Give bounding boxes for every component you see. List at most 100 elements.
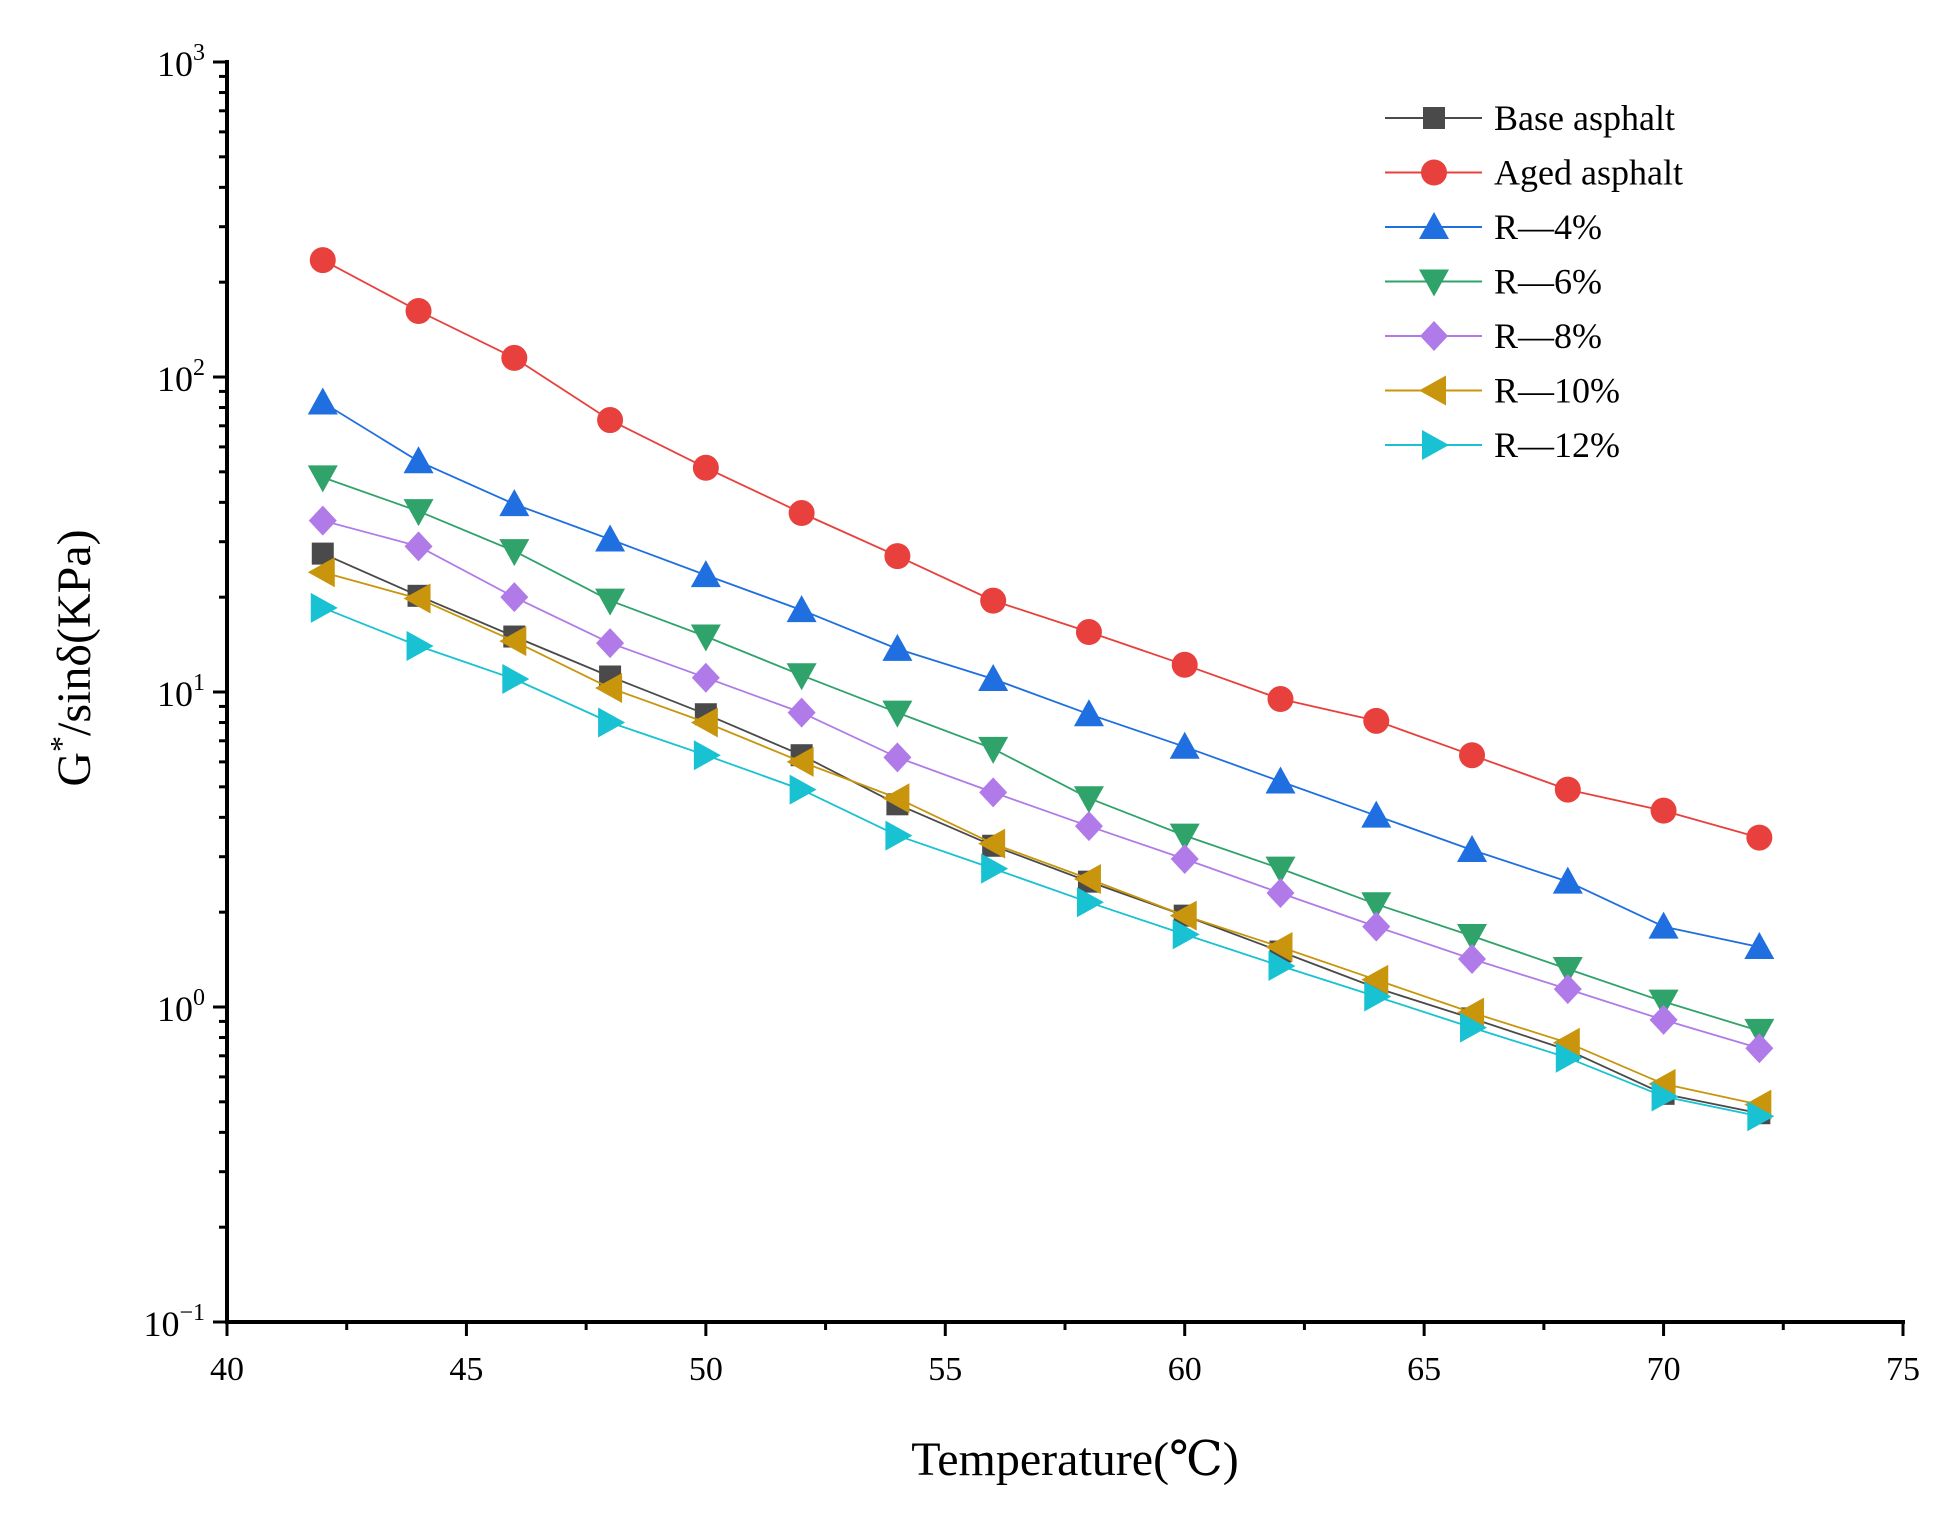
y-tick-label-exponent: 3 (193, 40, 205, 66)
series-5 (308, 505, 1774, 1064)
data-point (693, 740, 721, 771)
data-point (1648, 989, 1679, 1017)
data-point (311, 542, 334, 565)
y-axis-title-base: G (48, 752, 101, 787)
series-line (322, 401, 1760, 948)
legend-item: R—4% (1385, 207, 1602, 247)
data-point (885, 820, 913, 851)
x-tick-label: 50 (689, 1351, 723, 1388)
data-point (1361, 964, 1389, 995)
series-6 (307, 557, 1772, 1120)
data-point (404, 531, 433, 562)
data-point (1265, 766, 1296, 794)
data-point (978, 828, 1006, 859)
legend-marker (1422, 430, 1449, 460)
data-point (502, 663, 530, 694)
data-point (690, 707, 718, 738)
data-point (978, 736, 1009, 764)
data-point (1747, 1101, 1775, 1132)
data-point (307, 465, 338, 493)
data-point (499, 539, 530, 567)
data-point (1171, 651, 1198, 678)
data-point (1074, 811, 1103, 842)
data-point (595, 588, 626, 616)
data-point (789, 774, 817, 805)
data-point (1649, 1004, 1678, 1035)
y-tick-label: 103 (157, 40, 205, 84)
legend-marker (1419, 269, 1449, 297)
data-point (403, 499, 434, 527)
data-point (884, 543, 911, 570)
y-tick-label-base: 10 (157, 44, 193, 84)
series-line (322, 259, 1760, 839)
data-point (1169, 823, 1200, 851)
data-point (309, 247, 336, 274)
data-point (882, 633, 913, 661)
data-point (1651, 1081, 1679, 1112)
legend-label: R—6% (1494, 262, 1602, 302)
legend-label: Base asphalt (1494, 98, 1675, 138)
data-point (1364, 981, 1392, 1012)
data-point (1648, 911, 1679, 939)
data-point (1650, 797, 1677, 824)
data-point (1744, 1018, 1775, 1046)
legend-item: Aged asphalt (1385, 153, 1683, 193)
legend-item: Base asphalt (1385, 98, 1675, 138)
legend-label: R—12% (1494, 425, 1620, 465)
x-tick-label: 75 (1886, 1351, 1920, 1388)
data-point (1073, 786, 1104, 814)
series-7 (310, 592, 1775, 1132)
data-point (883, 742, 912, 773)
data-point (981, 853, 1009, 884)
data-point (786, 663, 817, 691)
data-point (786, 595, 817, 623)
series-line (322, 571, 1760, 1106)
legend-marker (1421, 159, 1447, 186)
data-point (500, 582, 529, 613)
legend-label: R—4% (1494, 207, 1602, 247)
y-tick-label-base: 10 (157, 359, 193, 399)
y-tick-label-exponent: 1 (193, 670, 205, 696)
data-point (1363, 707, 1390, 734)
y-tick-label: 101 (157, 670, 205, 714)
data-point (1457, 835, 1488, 863)
x-tick-label: 45 (449, 1351, 483, 1388)
data-point (1170, 844, 1199, 875)
legend-item: R—10% (1385, 371, 1620, 411)
data-point (978, 663, 1009, 691)
data-point (1268, 950, 1296, 981)
series-line (322, 552, 1760, 1115)
series-layer (307, 247, 1775, 1132)
x-tick-label: 70 (1647, 1351, 1681, 1388)
data-point (787, 697, 816, 728)
data-point (499, 626, 527, 657)
y-axis-title-sup: * (43, 736, 79, 752)
y-tick-label: 102 (157, 355, 205, 399)
y-axis-title: G*/sinδ(KPa) (43, 529, 101, 786)
y-tick-label-exponent: −1 (179, 1300, 205, 1326)
data-point (1553, 974, 1582, 1005)
data-point (597, 407, 624, 434)
data-point (786, 746, 814, 777)
data-point (1073, 863, 1101, 894)
x-axis-title: Temperature(℃) (911, 1433, 1239, 1486)
data-point (690, 624, 721, 652)
x-tick-label: 60 (1168, 1351, 1202, 1388)
data-point (406, 630, 434, 661)
x-tick-label: 65 (1407, 1351, 1441, 1388)
y-tick-label-base: 10 (157, 674, 193, 714)
data-point (1460, 1012, 1488, 1043)
data-point (690, 560, 721, 588)
data-point (1554, 776, 1581, 803)
y-tick-label: 10−1 (143, 1300, 205, 1344)
x-tick-label: 40 (210, 1351, 244, 1388)
legend-item: R—6% (1385, 262, 1602, 302)
data-point (1169, 900, 1197, 931)
data-point (307, 557, 335, 588)
data-point (1073, 699, 1104, 727)
data-point (788, 500, 815, 527)
data-point (595, 524, 626, 552)
series-4 (307, 465, 1775, 1046)
